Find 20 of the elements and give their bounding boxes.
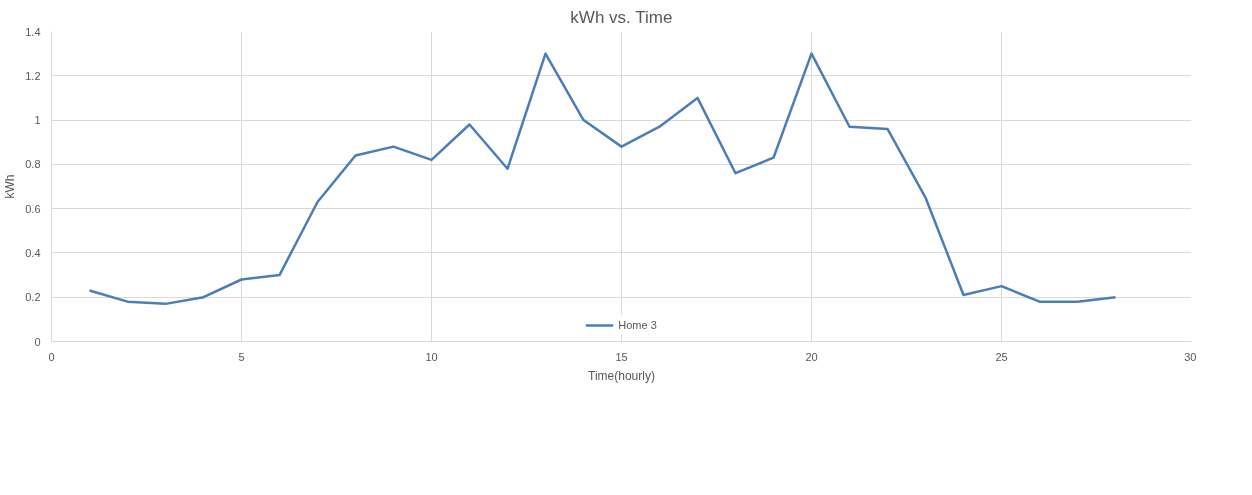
y-tick-label: 0.2 — [25, 291, 41, 304]
x-axis-title: Time(hourly) — [588, 368, 655, 383]
x-tick-label: 15 — [615, 350, 628, 363]
y-tick-label: 0.6 — [25, 202, 41, 215]
x-tick-label: 25 — [995, 350, 1008, 363]
y-axis-title: kWh — [3, 174, 18, 199]
line-series — [88, 52, 1117, 306]
y-tick-label: 1 — [34, 114, 41, 127]
y-tick-label: 0.4 — [25, 246, 41, 259]
x-tick-label: 10 — [425, 350, 438, 363]
y-tick-label: 0.8 — [25, 158, 41, 171]
y-tick-label: 1.4 — [25, 25, 41, 38]
x-tick-label: 5 — [238, 350, 245, 363]
y-tick-label: 0 — [34, 335, 41, 348]
chart-title: kWh vs. Time — [570, 7, 673, 27]
x-tick-label: 0 — [48, 350, 55, 363]
x-tick-label: 30 — [1184, 350, 1197, 363]
y-tick-label: 1.2 — [25, 69, 41, 82]
legend-label: Home 3 — [618, 319, 657, 331]
x-tick-label: 20 — [805, 350, 818, 363]
